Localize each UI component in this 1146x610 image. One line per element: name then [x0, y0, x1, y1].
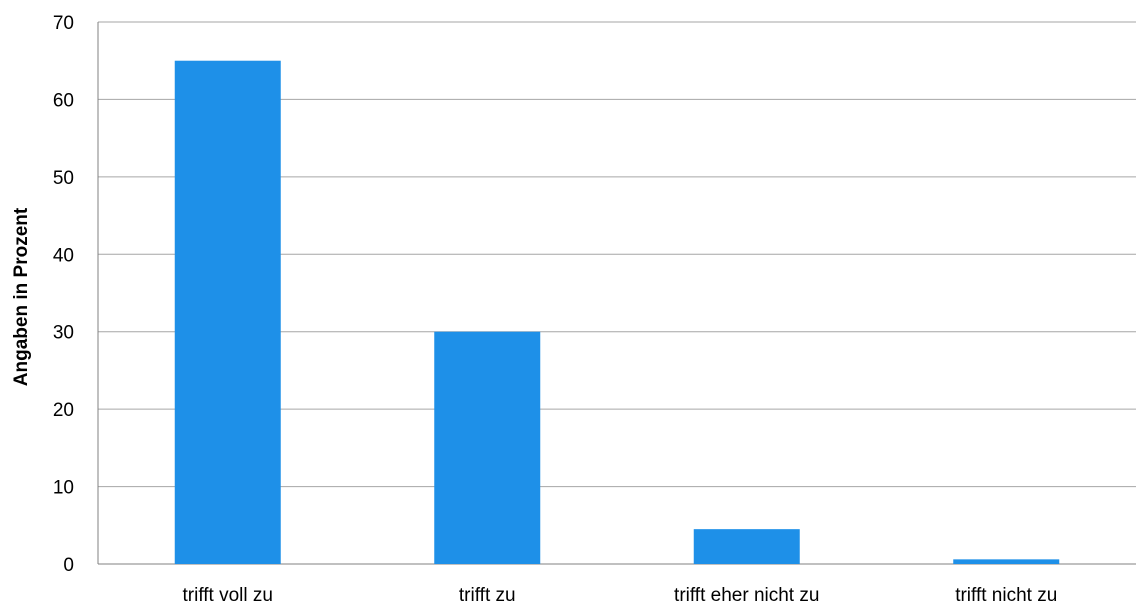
y-tick-label: 70	[53, 13, 74, 34]
y-tick-label: 0	[63, 555, 74, 576]
y-axis-title: Angaben in Prozent	[11, 207, 32, 386]
y-tick-label: 20	[53, 400, 74, 421]
y-tick-label: 60	[53, 90, 74, 111]
bars	[174, 60, 1060, 564]
x-category-label: trifft voll zu	[183, 585, 273, 606]
x-category-label: trifft eher nicht zu	[674, 585, 819, 606]
y-tick-label: 10	[53, 478, 74, 499]
x-axis-categories: trifft voll zu trifft zu trifft eher nicht…	[183, 585, 1058, 606]
x-category-label: trifft nicht zu	[955, 585, 1057, 606]
bar	[953, 559, 1060, 564]
bar	[693, 529, 800, 564]
y-tick-label: 30	[53, 323, 74, 344]
y-axis-ticks: 0 10 20 30 40 50 60 70	[53, 13, 74, 576]
bar	[174, 60, 281, 564]
x-category-label: trifft zu	[459, 585, 516, 606]
y-tick-label: 40	[53, 245, 74, 266]
y-tick-label: 50	[53, 168, 74, 189]
bar	[434, 331, 541, 564]
